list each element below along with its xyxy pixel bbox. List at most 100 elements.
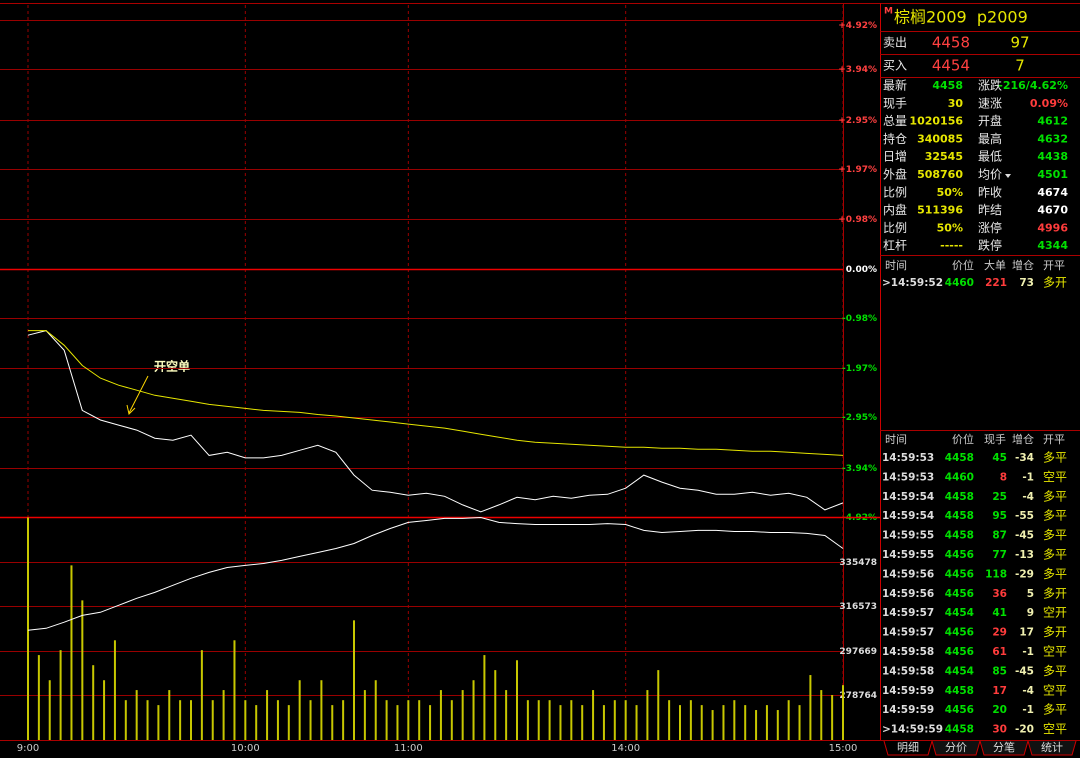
table-cell: 多开: [1043, 586, 1067, 600]
tab[interactable]: [979, 740, 1029, 756]
stat-label: 内盘: [883, 202, 907, 217]
stat-label: 昨收: [978, 185, 1002, 199]
table-header: 大单: [984, 258, 1006, 272]
table-cell: 85: [992, 665, 1007, 677]
table-cell: -34: [1015, 452, 1034, 464]
volume-bar: [657, 670, 660, 740]
tab-label[interactable]: 分价: [945, 741, 967, 754]
table-cell: 空平: [1043, 722, 1067, 736]
volume-bar: [820, 690, 823, 740]
tab-label[interactable]: 分笔: [993, 740, 1015, 754]
volume-bar: [439, 690, 442, 740]
volume-bar: [103, 680, 106, 740]
x-tick-label: 11:00: [394, 743, 423, 754]
table-cell: 14:59:57: [882, 607, 934, 619]
table-cell: 14:59:55: [882, 549, 934, 561]
y-tick-label: +1.97%: [838, 165, 877, 175]
stat-label: 持仓: [883, 131, 907, 146]
table-cell: 36: [992, 588, 1007, 600]
volume-bar: [548, 700, 551, 740]
plot-area: 9:00 10:00 11:00 14:00 15:00 +4.92% +3.94% +2.9…: [0, 5, 880, 754]
table-cell: -4: [1022, 491, 1034, 503]
tab[interactable]: [883, 740, 933, 756]
table-cell: 221: [985, 277, 1007, 289]
volume-bar: [798, 705, 801, 740]
table-header: 现手: [984, 432, 1006, 446]
volume-bar: [722, 705, 725, 740]
y-tick-label: 278764: [839, 691, 877, 701]
tab[interactable]: [931, 740, 981, 756]
volume-bar: [59, 650, 62, 740]
table-cell: 14:59:53: [882, 471, 934, 483]
stat-label: 涨跌: [978, 78, 1002, 93]
volume-bar: [842, 685, 844, 740]
table-cell: 空开: [1043, 606, 1067, 620]
table-header: 价位: [952, 432, 974, 446]
x-tick-label: 9:00: [17, 743, 39, 754]
table-cell: >14:59:59: [882, 724, 943, 736]
y-tick-label: 297669: [839, 647, 877, 657]
bid-volume: 7: [1015, 57, 1025, 75]
table-cell: 4456: [945, 588, 974, 600]
stat-label: 总量: [883, 114, 907, 128]
volume-bar: [27, 517, 29, 740]
stat-value: 4458: [932, 79, 963, 92]
table-cell: 多平: [1043, 509, 1067, 523]
volume-bar: [407, 700, 410, 740]
volume-bar: [429, 705, 432, 740]
table-cell: 20: [992, 704, 1007, 716]
stat-label: 最高: [978, 131, 1002, 146]
table-cell: 多平: [1043, 548, 1067, 562]
volume-bar: [483, 655, 486, 740]
table-cell: 4456: [945, 646, 974, 658]
volume-bar: [298, 680, 301, 740]
table-cell: -1: [1022, 704, 1034, 716]
dropdown-icon[interactable]: [1005, 174, 1011, 178]
table-cell: -1: [1022, 646, 1034, 658]
volume-bar: [70, 565, 73, 740]
tab-label[interactable]: 统计: [1041, 741, 1063, 754]
table-cell: 4458: [945, 685, 974, 697]
table-cell: -13: [1015, 549, 1034, 561]
y-tick-label: +0.98%: [838, 215, 877, 225]
volume-bar: [92, 665, 95, 740]
table-cell: -4: [1022, 685, 1034, 697]
table-cell: 4454: [945, 665, 974, 677]
volume-bar: [559, 705, 562, 740]
ask-price: 4458: [932, 34, 970, 52]
table-cell: 4456: [945, 627, 974, 639]
volume-bar: [363, 690, 366, 740]
table-cell: 14:59:56: [882, 588, 934, 600]
stat-label: 昨结: [978, 203, 1002, 217]
volume-bar: [255, 705, 258, 740]
table-cell: 4458: [945, 510, 974, 522]
volume-bar: [157, 705, 160, 740]
table-cell: 4458: [945, 530, 974, 542]
volume-bar: [700, 705, 703, 740]
table-header: 开平: [1043, 259, 1065, 272]
table-cell: 多平: [1043, 451, 1067, 465]
volume-bar: [190, 700, 192, 740]
stat-value: 4344: [1037, 239, 1068, 252]
stat-label: 现手: [883, 96, 907, 110]
y-tick-label: +2.95%: [838, 116, 877, 126]
volume-bar: [81, 600, 84, 740]
volume-bar: [113, 640, 116, 740]
volume-bar: [396, 705, 399, 740]
table-cell: 14:59:53: [882, 452, 934, 464]
volume-bar: [711, 710, 714, 740]
tab-label[interactable]: 明细: [897, 741, 919, 754]
table-cell: 14:59:56: [882, 568, 934, 580]
table-cell: 73: [1019, 277, 1034, 289]
table-cell: 空平: [1043, 683, 1067, 697]
series-line: [27, 330, 844, 513]
tab[interactable]: [1027, 740, 1077, 756]
table-cell: 29: [992, 627, 1007, 639]
stat-label: 杠杆: [883, 238, 907, 253]
volume-bar: [461, 690, 464, 740]
volume-bar: [570, 700, 573, 740]
annotation-arrowhead: [126, 404, 136, 415]
stat-label: 最新: [883, 78, 907, 93]
